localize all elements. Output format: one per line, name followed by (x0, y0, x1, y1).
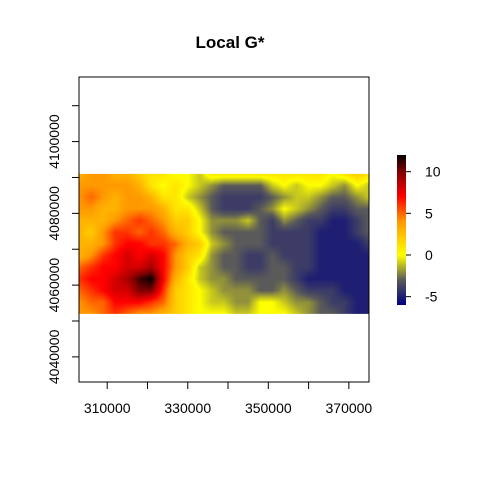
heatmap-raster (79, 173, 369, 314)
y-tick-label: 4100000 (46, 114, 62, 169)
heatmap-image (79, 173, 369, 314)
colorbar-tick-label: 0 (425, 247, 433, 263)
y-tick-label: 4060000 (46, 258, 62, 313)
x-tick-label: 370000 (326, 400, 373, 416)
y-axis: 4040000 4060000 4080000 4100000 (46, 105, 80, 384)
y-tick-label: 4080000 (46, 186, 62, 241)
colorbar-tick-label: -5 (425, 289, 438, 305)
x-axis: 310000 330000 350000 370000 (84, 381, 373, 416)
colorbar-axis: -5 0 5 10 (406, 164, 441, 305)
x-tick-label: 330000 (164, 400, 211, 416)
colorbar-tick-label: 10 (425, 164, 441, 180)
colorbar (397, 155, 406, 305)
x-tick-label: 310000 (84, 400, 131, 416)
chart-title: Local G* (196, 33, 265, 52)
colorbar-tick-label: 5 (425, 205, 433, 221)
y-tick-label: 4040000 (46, 329, 62, 384)
x-tick-label: 350000 (245, 400, 292, 416)
